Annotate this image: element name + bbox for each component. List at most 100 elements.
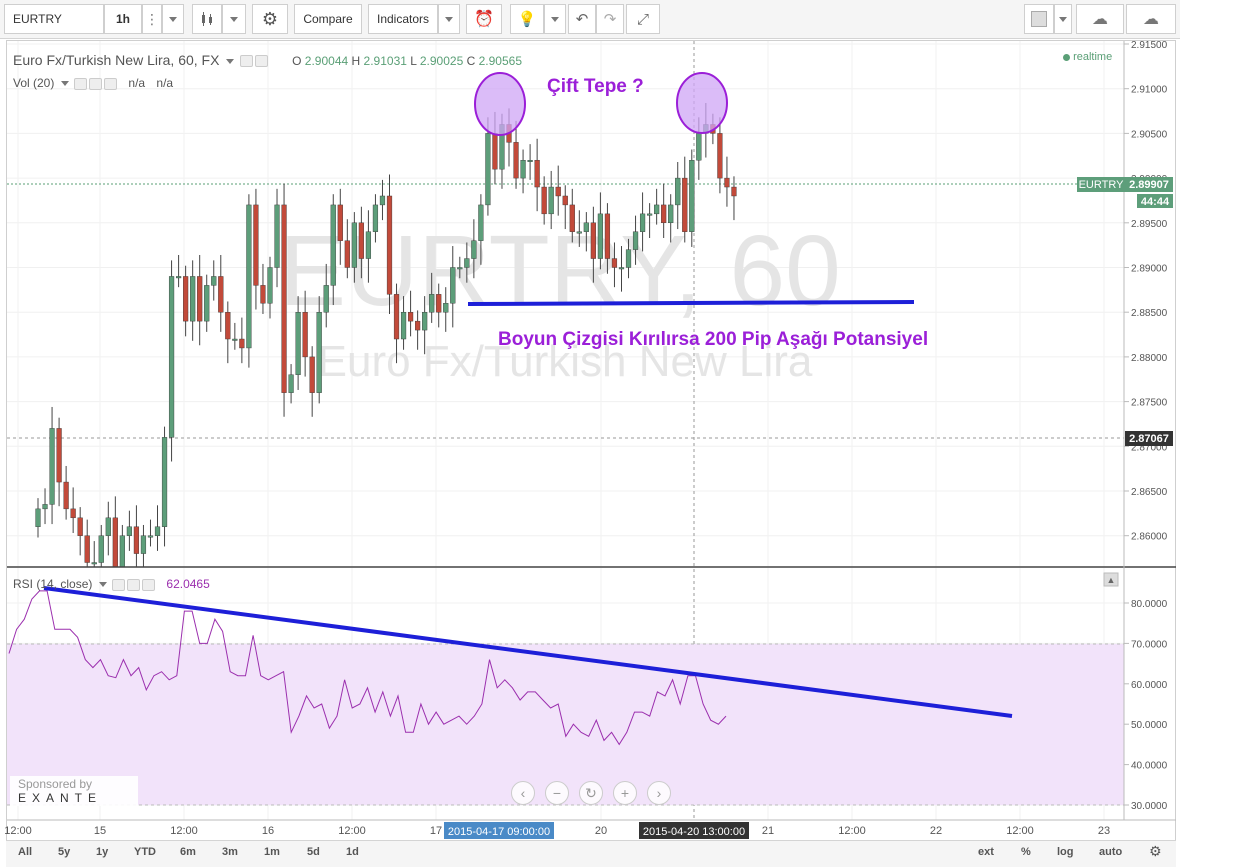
close-label: C [466,54,476,68]
scroll-right-icon[interactable]: › [647,781,671,805]
candle [555,165,561,216]
series-title-caret-icon[interactable] [226,58,235,64]
sponsor-box[interactable]: Sponsored by EXANTE [10,776,138,806]
settings-gear-icon[interactable]: ⚙ [252,4,288,34]
cloud-upload-icon[interactable]: ☁ [1126,4,1176,34]
main-grid [7,41,1124,567]
rsi-trendline[interactable] [43,586,1013,718]
interval-button[interactable]: 1h [104,4,142,34]
candle-body [604,213,611,259]
rsi-caret-icon[interactable] [98,582,107,588]
rsi-label[interactable]: RSI (14, close) [13,577,93,591]
candle [386,174,393,314]
double-top-label[interactable]: Çift Tepe ? [547,76,644,97]
sponsor-logo[interactable]: EXANTE [18,791,103,805]
range-5y[interactable]: 5y [58,846,71,858]
color-dropdown[interactable] [1054,4,1072,34]
candle-body [450,267,456,304]
range-all[interactable]: All [18,846,33,858]
range-3m[interactable]: 3m [222,846,238,858]
countdown-tag [1137,194,1173,208]
ideas-bulb-icon[interactable]: 💡 [510,4,544,34]
indicators-dropdown[interactable] [438,4,460,34]
candle-body [583,222,589,232]
candle-body [548,186,554,215]
candle-body [239,338,245,349]
color-picker-icon[interactable] [1024,4,1054,34]
volume-label[interactable]: Vol (20) [13,76,55,90]
range-1d[interactable]: 1d [346,846,359,858]
candle-body [393,294,400,340]
neckline-drawing[interactable] [467,300,915,306]
symbol-search-input[interactable]: EURTRY [4,4,104,34]
scroll-left-icon[interactable]: ‹ [511,781,535,805]
range-1y[interactable]: 1y [96,846,109,858]
rsi-close-icon[interactable] [142,578,156,591]
candle-body [724,177,730,188]
chart-settings-gear-icon[interactable]: ⚙ [1149,843,1162,859]
neckline-label[interactable]: Boyun Çizgisi Kırılırsa 200 Pip Aşağı Po… [498,329,928,350]
volume-settings-icon[interactable] [89,77,103,90]
undo-icon[interactable]: ↶ [568,4,596,34]
low-label: L [410,54,417,68]
crosshair-price-text: 2.87067 [1129,433,1169,445]
volume-eye-icon[interactable] [74,77,88,90]
candle-body [400,312,407,340]
rsi-tick-label: 50.0000 [1131,720,1168,731]
top-circle-left[interactable] [474,72,526,136]
candle-body [731,186,737,197]
candle-body [386,195,393,295]
candle-body [98,535,104,563]
interval-dropdown-button[interactable] [162,4,184,34]
rsi-pane-maximize-icon[interactable] [1103,572,1119,587]
legend-eye-icon[interactable] [240,55,254,68]
candle-body [625,249,632,268]
volume-close-icon[interactable] [104,77,118,90]
candle-body [63,481,69,510]
alert-clock-icon[interactable]: ⏰ [466,4,502,34]
range-6m[interactable]: 6m [180,846,196,858]
close-value: 2.90565 [478,54,522,68]
more-menu-icon[interactable]: ⋮ [142,4,162,34]
candle [168,260,175,462]
candle-body [520,160,526,179]
volume-caret-icon[interactable] [60,81,69,87]
candle [225,301,231,364]
bottom-toolbar: All 5y 1y YTD 6m 3m 1m 5d 1d ext % log a… [6,840,1176,867]
fullscreen-icon[interactable]: ⤢ [626,4,660,34]
rsi-eye-icon[interactable] [112,578,126,591]
chart-style-dropdown[interactable] [222,4,246,34]
candles-style-icon[interactable] [192,4,222,34]
low-value: 2.90025 [419,54,464,68]
rsi-settings-icon[interactable] [127,578,141,591]
zoom-out-icon[interactable]: − [545,781,569,805]
zoom-in-icon[interactable]: + [613,781,637,805]
candle [590,206,596,283]
percent-toggle[interactable]: % [1021,846,1031,858]
log-toggle[interactable]: log [1057,846,1074,858]
cloud-download-icon[interactable]: ☁ [1076,4,1124,34]
range-5d[interactable]: 5d [307,846,320,858]
reset-chart-icon[interactable]: ↻ [579,781,603,805]
candle-body [632,231,639,250]
ext-toggle[interactable]: ext [978,846,994,858]
indicators-button[interactable]: Indicators [368,4,438,34]
candle [527,144,533,180]
compare-button[interactable]: Compare [294,4,362,34]
range-ytd[interactable]: YTD [134,846,156,858]
candle-body [661,204,667,223]
candle [520,149,526,194]
candle [443,287,449,332]
candle-body [218,276,224,313]
candle [639,192,646,252]
legend-settings-icon[interactable] [255,55,269,68]
ideas-dropdown[interactable] [544,4,566,34]
redo-icon[interactable]: ↷ [596,4,624,34]
candle [647,203,653,238]
auto-toggle[interactable]: auto [1099,846,1123,858]
candle-body [295,312,301,375]
top-circle-right[interactable] [676,72,728,134]
series-title[interactable]: Euro Fx/Turkish New Lira, 60, FX [13,52,220,68]
range-1m[interactable]: 1m [264,846,280,858]
